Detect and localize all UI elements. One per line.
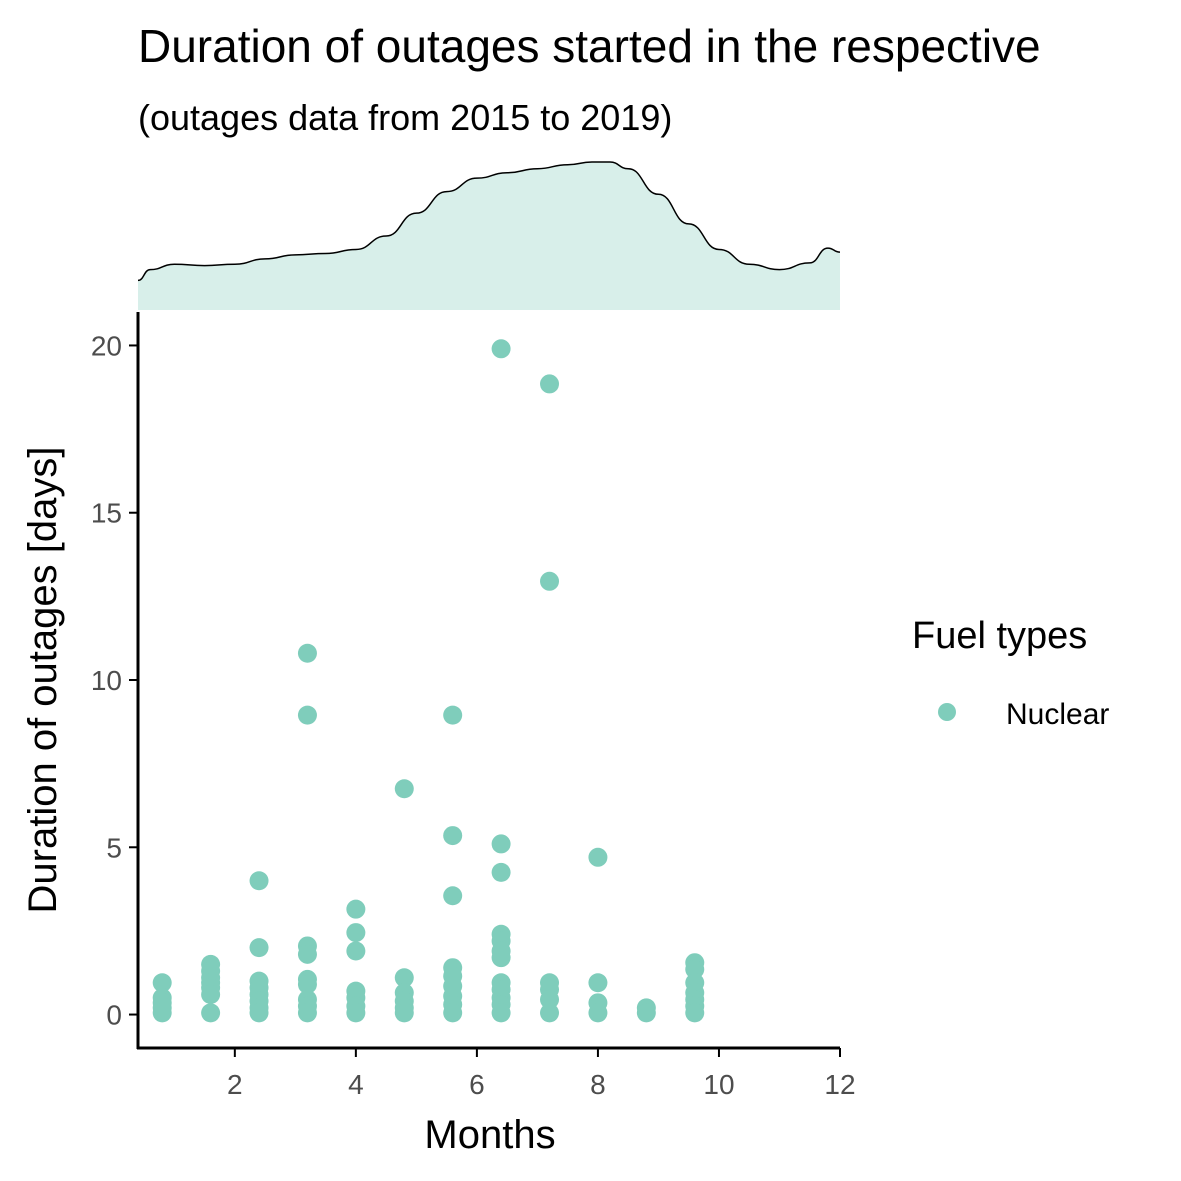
data-point bbox=[201, 984, 221, 1004]
data-point bbox=[491, 834, 511, 854]
x-axis-title: Months bbox=[424, 1113, 555, 1157]
chart-subtitle: (outages data from 2015 to 2019) bbox=[138, 97, 672, 138]
data-point bbox=[394, 1003, 414, 1023]
y-tick-label: 10 bbox=[91, 665, 122, 696]
x-tick-label: 10 bbox=[703, 1069, 734, 1100]
x-tick-label: 12 bbox=[824, 1069, 855, 1100]
y-tick-label: 15 bbox=[91, 498, 122, 529]
data-point bbox=[152, 1003, 172, 1023]
data-point bbox=[636, 1003, 656, 1023]
data-point bbox=[588, 973, 608, 993]
data-point bbox=[346, 899, 366, 919]
legend-key-nuclear bbox=[938, 703, 956, 721]
data-point bbox=[152, 973, 172, 993]
data-point bbox=[346, 923, 366, 943]
data-point bbox=[297, 944, 317, 964]
data-point bbox=[540, 374, 560, 394]
data-point bbox=[394, 968, 414, 988]
density-curve bbox=[137, 161, 841, 282]
data-point bbox=[346, 941, 366, 961]
data-point bbox=[540, 1003, 560, 1023]
data-point bbox=[588, 847, 608, 867]
data-point bbox=[491, 339, 511, 359]
chart-title: Duration of outages started in the respe… bbox=[138, 20, 1041, 72]
data-point bbox=[491, 1003, 511, 1023]
data-point bbox=[394, 779, 414, 799]
legend: Fuel types Nuclear bbox=[912, 615, 1109, 731]
y-axis-title: Duration of outages [days] bbox=[21, 447, 65, 914]
density-area bbox=[138, 162, 840, 310]
y-tick-label: 0 bbox=[106, 1000, 122, 1031]
data-point bbox=[443, 826, 463, 846]
data-point bbox=[588, 1003, 608, 1023]
data-point bbox=[491, 948, 511, 968]
data-point bbox=[443, 886, 463, 906]
x-tick-label: 6 bbox=[469, 1069, 485, 1100]
data-point bbox=[297, 1003, 317, 1023]
data-point bbox=[249, 1003, 269, 1023]
axes: 2 4 6 8 10 12 0 5 10 15 20 bbox=[91, 312, 856, 1100]
x-tick-label: 8 bbox=[590, 1069, 606, 1100]
data-point bbox=[685, 959, 705, 979]
data-point bbox=[540, 989, 560, 1009]
data-point bbox=[685, 1003, 705, 1023]
y-tick-label: 20 bbox=[91, 330, 122, 361]
legend-label-nuclear: Nuclear bbox=[1006, 698, 1109, 731]
data-point bbox=[249, 938, 269, 958]
data-point bbox=[443, 1003, 463, 1023]
x-tick-label: 2 bbox=[227, 1069, 243, 1100]
data-point bbox=[346, 1003, 366, 1023]
data-point bbox=[491, 862, 511, 882]
y-tick-label: 5 bbox=[106, 832, 122, 863]
data-point bbox=[297, 705, 317, 725]
data-point bbox=[443, 705, 463, 725]
data-point bbox=[297, 974, 317, 994]
data-point bbox=[201, 1003, 221, 1023]
marginal-density bbox=[137, 161, 841, 310]
data-point bbox=[297, 643, 317, 663]
data-point bbox=[540, 571, 560, 591]
scatter-points bbox=[152, 339, 705, 1023]
legend-title: Fuel types bbox=[912, 615, 1087, 657]
data-point bbox=[249, 871, 269, 891]
x-tick-label: 4 bbox=[348, 1069, 364, 1100]
